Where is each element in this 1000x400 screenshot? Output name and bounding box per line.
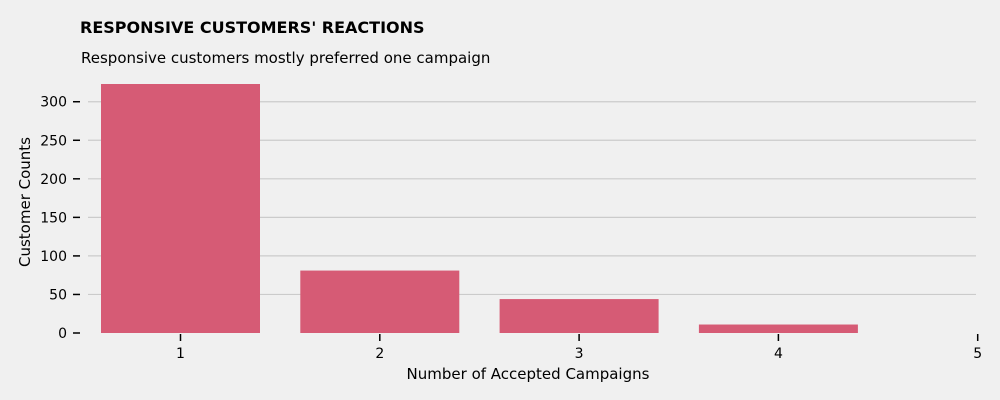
bar-3 bbox=[499, 299, 659, 333]
x-tick-label: 2 bbox=[375, 346, 384, 362]
y-axis-label: Customer Counts bbox=[16, 137, 34, 267]
x-tick-label: 5 bbox=[973, 346, 982, 362]
x-axis-ticks: 1 2 3 4 5 bbox=[176, 334, 982, 362]
bars bbox=[101, 84, 858, 333]
y-tick-label: 300 bbox=[40, 95, 67, 111]
bar-2 bbox=[300, 270, 460, 333]
x-axis-label: Number of Accepted Campaigns bbox=[407, 365, 650, 383]
y-tick-label: 50 bbox=[49, 287, 67, 303]
chart-title: RESPONSIVE CUSTOMERS' REACTIONS bbox=[80, 18, 425, 37]
y-axis-ticks: 0 50 100 150 200 250 300 bbox=[40, 95, 80, 342]
x-tick-label: 3 bbox=[575, 346, 584, 362]
chart-subtitle: Responsive customers mostly preferred on… bbox=[81, 49, 490, 67]
y-tick-label: 250 bbox=[40, 133, 67, 149]
x-tick-label: 1 bbox=[176, 346, 185, 362]
bar-1 bbox=[101, 84, 260, 333]
y-tick-label: 100 bbox=[40, 249, 67, 265]
bar-4 bbox=[698, 324, 858, 333]
x-tick-label: 4 bbox=[774, 346, 783, 362]
y-tick-label: 150 bbox=[40, 210, 67, 226]
y-tick-label: 0 bbox=[58, 326, 67, 342]
y-tick-label: 200 bbox=[40, 172, 67, 188]
